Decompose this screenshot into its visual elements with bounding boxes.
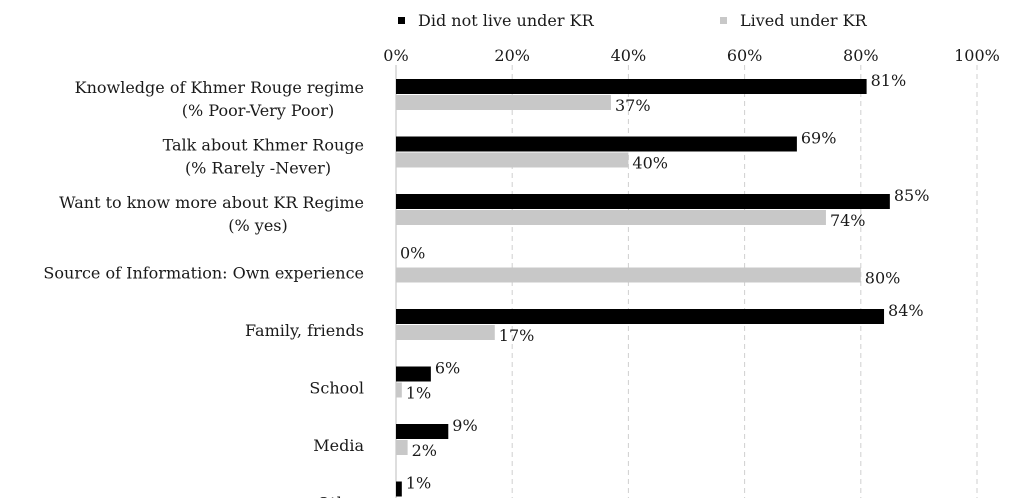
category-labels: Knowledge of Khmer Rouge regime (% Poor-V… xyxy=(43,78,364,498)
bar-s2-c5 xyxy=(396,325,495,340)
category-label-6: School xyxy=(309,379,364,398)
x-tick-label-20: 20% xyxy=(494,46,530,65)
bar-s1-c1 xyxy=(396,79,867,94)
bar-s1-c5 xyxy=(396,309,885,324)
data-labels: 81%37%69%40%85%74%0%80%84%17%6%1%9%2%1%0… xyxy=(400,71,930,493)
data-label-s1-c6: 6% xyxy=(435,359,460,378)
data-label-s2-c5: 17% xyxy=(499,326,535,345)
bar-s2-c6 xyxy=(396,382,402,398)
legend-label-2: Lived under KR xyxy=(740,11,868,30)
category-sublabel-2: (% Rarely -Never) xyxy=(185,159,331,178)
data-label-s2-c6: 1% xyxy=(406,384,431,403)
bar-s1-c3 xyxy=(396,194,890,209)
data-label-s1-c3: 85% xyxy=(894,186,930,205)
data-label-s1-c1: 81% xyxy=(871,71,907,90)
bars xyxy=(396,79,890,497)
legend-swatch-1 xyxy=(398,17,405,24)
category-sublabel-3: (% yes) xyxy=(228,216,288,235)
data-label-s1-c4: 0% xyxy=(400,244,425,263)
bar-s1-c6 xyxy=(396,366,431,382)
category-label-7: Media xyxy=(313,436,364,455)
x-tick-label-100: 100% xyxy=(954,46,1000,65)
data-label-s2-c7: 2% xyxy=(412,441,437,460)
bar-s2-c3 xyxy=(396,210,826,225)
bar-s1-c8 xyxy=(396,481,402,497)
data-label-s2-c2: 40% xyxy=(632,154,668,173)
data-label-s1-c8: 1% xyxy=(406,474,431,493)
bar-s2-c1 xyxy=(396,95,611,110)
data-label-s2-c1: 37% xyxy=(615,96,651,115)
data-label-s2-c3: 74% xyxy=(830,211,866,230)
legend-label-1: Did not live under KR xyxy=(418,11,595,30)
x-tick-label-0: 0% xyxy=(383,46,408,65)
bar-s2-c4 xyxy=(396,267,861,283)
category-sublabel-1: (% Poor-Very Poor) xyxy=(182,101,334,120)
bar-s2-c2 xyxy=(396,152,629,168)
bar-s1-c7 xyxy=(396,424,449,439)
data-label-s1-c5: 84% xyxy=(888,301,924,320)
category-label-2: Talk about Khmer Rouge xyxy=(163,136,364,155)
legend-swatch-2 xyxy=(720,17,727,24)
x-tick-label-40: 40% xyxy=(611,46,647,65)
data-label-s1-c2: 69% xyxy=(801,129,837,148)
category-label-5: Family, friends xyxy=(245,321,364,340)
category-label-8: Other xyxy=(317,494,364,498)
legend: Did not live under KR Lived under KR xyxy=(398,11,868,30)
x-axis-ticks: 0% 20% 40% 60% 80% 100% xyxy=(383,46,1000,65)
x-tick-label-80: 80% xyxy=(843,46,879,65)
category-label-3: Want to know more about KR Regime xyxy=(59,193,364,212)
bar-s1-c2 xyxy=(396,136,797,152)
x-tick-label-60: 60% xyxy=(727,46,763,65)
category-label-1: Knowledge of Khmer Rouge regime xyxy=(75,78,364,97)
bar-s2-c7 xyxy=(396,440,408,455)
data-label-s2-c4: 80% xyxy=(865,269,901,288)
category-label-4: Source of Information: Own experience xyxy=(43,264,364,283)
data-label-s1-c7: 9% xyxy=(452,416,477,435)
